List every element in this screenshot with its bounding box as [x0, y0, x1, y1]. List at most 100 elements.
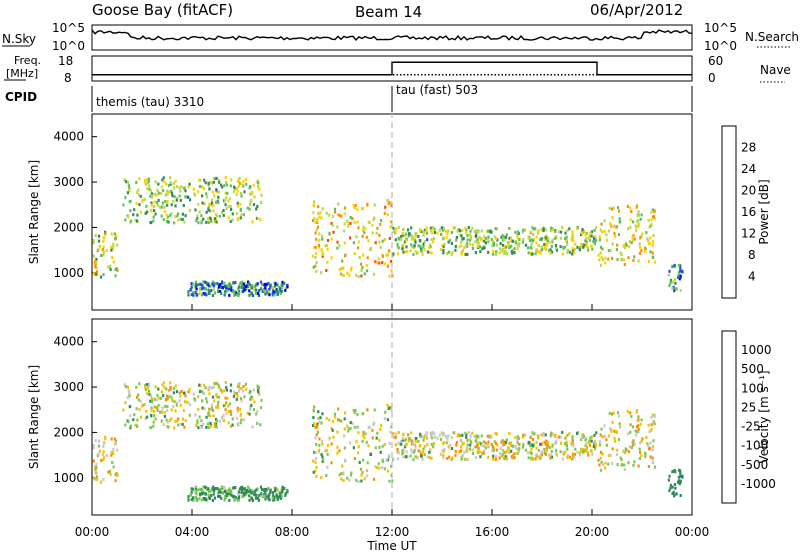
power-cell [257, 293, 260, 297]
velocity-cell [495, 455, 498, 459]
velocity-cell [129, 424, 132, 428]
power-cell [396, 252, 400, 256]
power-cell [219, 290, 222, 293]
power-cell [332, 230, 335, 234]
power-cell [150, 203, 153, 207]
velocity-cell [223, 403, 226, 407]
velocity-cb-tick: -100 [741, 439, 768, 453]
velocity-cell [202, 485, 205, 489]
velocity-cell [674, 486, 677, 490]
power-cell [256, 181, 259, 184]
velocity-cell [599, 468, 603, 472]
power-cell [215, 220, 218, 224]
power-cell [630, 210, 633, 213]
velocity-cell [637, 424, 640, 428]
velocity-cell [236, 409, 239, 413]
power-cell [479, 245, 482, 249]
power-cell [276, 289, 279, 293]
power-cell [410, 243, 413, 247]
velocity-cell [343, 446, 346, 450]
power-cell [221, 285, 224, 289]
power-cell [210, 181, 213, 185]
velocity-cell [320, 421, 323, 425]
velocity-cell [607, 462, 610, 466]
power-cell [587, 248, 590, 252]
velocity-cell [346, 476, 349, 480]
power-cell [527, 236, 530, 240]
power-cell [208, 187, 211, 191]
velocity-cell [144, 388, 147, 391]
power-cell [249, 200, 252, 204]
power-cell [343, 229, 346, 233]
velocity-cell [362, 412, 365, 416]
power-cell [223, 281, 226, 285]
velocity-cell [402, 455, 405, 459]
power-cell [257, 216, 260, 220]
velocity-cell [550, 431, 553, 435]
velocity-cell [537, 448, 540, 452]
velocity-cell [229, 493, 233, 497]
velocity-cell [153, 397, 156, 401]
power-cell [222, 213, 225, 217]
velocity-cell [112, 447, 115, 451]
power-cell [372, 272, 376, 276]
velocity-cell [173, 426, 176, 430]
power-cell [598, 235, 601, 239]
power-cell [431, 226, 434, 229]
power-cell [218, 180, 221, 184]
velocity-cell [631, 443, 634, 447]
velocity-cell [144, 416, 147, 420]
power-cell [235, 212, 239, 215]
power-cell [235, 192, 238, 196]
velocity-cell [197, 395, 200, 399]
power-colorbar [721, 125, 737, 299]
velocity-cell [259, 406, 263, 410]
velocity-cell [672, 490, 675, 494]
velocity-cell [237, 383, 240, 387]
power-cell [321, 237, 324, 241]
velocity-cell [420, 454, 423, 458]
velocity-cell [256, 409, 259, 413]
velocity-cell [679, 471, 682, 475]
velocity-cell [388, 454, 391, 458]
velocity-cell [267, 494, 270, 498]
velocity-yticks: 4000 3000 2000 1000 [53, 335, 97, 485]
power-cell [100, 254, 103, 257]
velocity-cell [95, 477, 98, 481]
power-cell [135, 190, 139, 194]
power-cell [455, 235, 458, 239]
power-cell [476, 244, 479, 248]
power-cell [419, 247, 423, 251]
velocity-cell [564, 442, 567, 446]
velocity-cell [224, 408, 227, 412]
velocity-cell [540, 450, 543, 454]
power-cell [448, 250, 451, 254]
power-cell [227, 204, 230, 208]
power-cell [154, 212, 157, 216]
velocity-cell [544, 433, 547, 437]
velocity-cell [276, 494, 279, 498]
velocity-cell [430, 433, 433, 437]
velocity-cell [248, 487, 251, 491]
power-cell [275, 288, 278, 292]
velocity-cell [283, 486, 286, 490]
velocity-cell [341, 464, 344, 468]
power-cell [396, 242, 399, 246]
power-cell [590, 244, 593, 248]
velocity-cell [355, 478, 358, 482]
power-cell [544, 228, 547, 232]
power-cell [201, 201, 204, 205]
power-cell [562, 246, 565, 250]
velocity-cell [336, 451, 339, 455]
velocity-cell [220, 416, 224, 419]
velocity-cell [143, 403, 146, 406]
velocity-cell [461, 433, 464, 437]
power-cell [400, 234, 403, 238]
velocity-cell [365, 469, 369, 473]
nave-line [92, 61, 692, 76]
velocity-cell [604, 466, 607, 470]
power-cell [501, 248, 504, 252]
power-cell [496, 238, 499, 242]
freq-left-tick-top: 18 [58, 54, 73, 68]
power-cell [200, 287, 203, 291]
